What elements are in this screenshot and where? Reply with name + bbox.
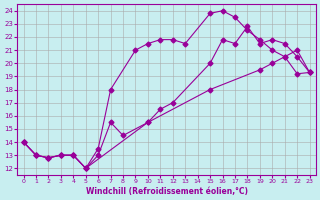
X-axis label: Windchill (Refroidissement éolien,°C): Windchill (Refroidissement éolien,°C) [85, 187, 248, 196]
